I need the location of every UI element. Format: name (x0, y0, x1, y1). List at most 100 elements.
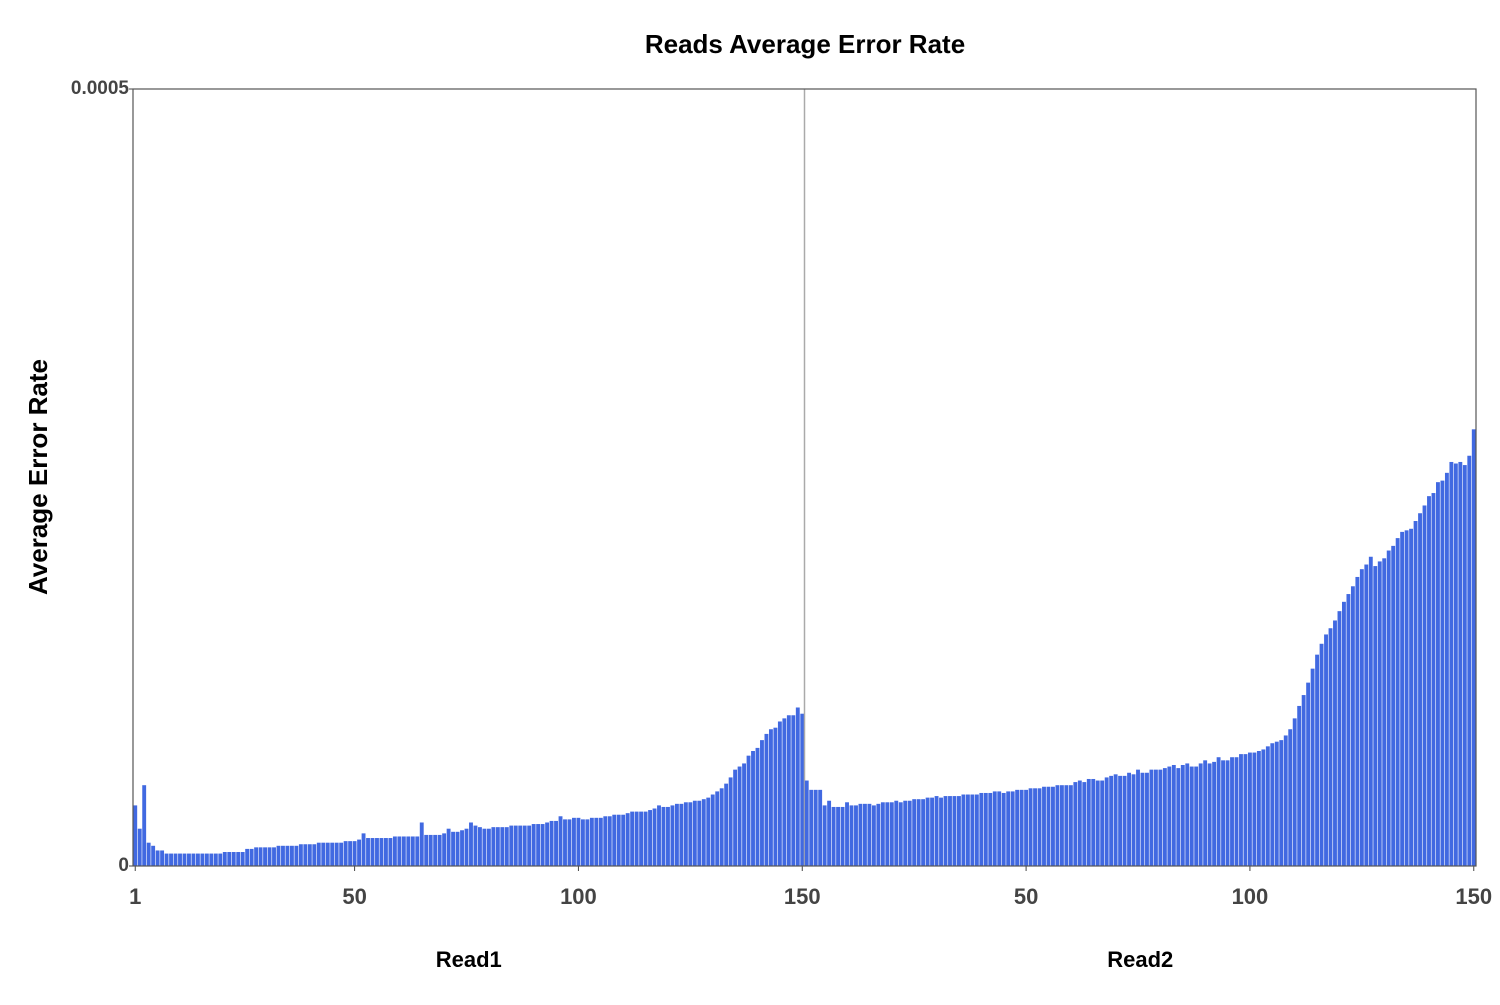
bar (1001, 792, 1006, 866)
bar (1368, 556, 1373, 866)
x-tick-label: 150 (1455, 884, 1492, 909)
bar (1418, 513, 1422, 866)
bar (939, 797, 943, 866)
bar (227, 852, 232, 866)
bar (182, 853, 187, 866)
bar (137, 828, 142, 866)
bar (513, 825, 518, 866)
bar (1010, 791, 1015, 866)
bar (410, 836, 415, 866)
bar (1145, 772, 1149, 866)
bar (455, 831, 460, 866)
bar (1404, 530, 1409, 866)
bar (768, 729, 773, 866)
bar (231, 852, 236, 866)
bar (522, 825, 527, 866)
bar (1377, 561, 1382, 866)
bar (388, 838, 393, 866)
bar (970, 794, 975, 866)
bar (1427, 496, 1431, 866)
bar (518, 825, 523, 866)
bar (173, 853, 178, 866)
bar (603, 816, 608, 866)
bar (366, 838, 370, 866)
bar (1118, 775, 1123, 866)
bar (567, 819, 572, 866)
bar (845, 802, 849, 866)
bar (1306, 682, 1311, 866)
bar (862, 803, 867, 866)
bar (1283, 735, 1288, 866)
bar (1413, 521, 1418, 866)
bar (1350, 586, 1355, 866)
bar (289, 845, 294, 866)
bar (446, 828, 451, 866)
bar (652, 808, 657, 866)
bar (674, 803, 679, 866)
bar (343, 841, 348, 866)
bar (782, 718, 787, 866)
bar (1337, 611, 1342, 866)
bar (1391, 545, 1396, 866)
bar (576, 817, 581, 866)
bar (370, 838, 375, 866)
bar (1265, 746, 1270, 866)
bar (760, 740, 764, 866)
bar (357, 839, 362, 866)
bar (240, 852, 245, 866)
bar (742, 763, 747, 866)
bar (491, 827, 496, 866)
bar (854, 805, 858, 866)
bar (616, 814, 621, 866)
bar (146, 842, 151, 866)
bar (585, 819, 590, 866)
bar (321, 842, 326, 866)
bar (500, 827, 505, 866)
bar (849, 805, 854, 866)
bar (858, 803, 863, 866)
bar (160, 850, 165, 866)
bar (334, 842, 339, 866)
bar (1310, 668, 1315, 866)
bar (1158, 769, 1163, 866)
bar (1006, 791, 1011, 866)
bar (952, 796, 957, 866)
bar (795, 707, 800, 866)
bar (1122, 775, 1127, 866)
bar (746, 755, 751, 866)
bar (151, 845, 156, 866)
bar (424, 834, 429, 866)
bar (1431, 493, 1436, 866)
bar (786, 715, 791, 866)
bar (563, 819, 567, 866)
bar (1444, 472, 1449, 866)
bar (285, 845, 290, 866)
bar (612, 814, 617, 866)
bar (133, 805, 138, 866)
bar (451, 831, 456, 866)
bar (871, 805, 876, 866)
bar (1091, 778, 1096, 866)
bar (1292, 718, 1297, 866)
bar (1042, 786, 1046, 866)
bar (710, 794, 715, 866)
bar (867, 803, 872, 866)
bar (983, 792, 988, 866)
bar (263, 847, 267, 866)
bar (598, 817, 603, 866)
bar (737, 766, 742, 866)
bar (706, 797, 711, 866)
x-tick-label: 150 (784, 884, 821, 909)
bar (209, 853, 214, 866)
bar (728, 777, 733, 866)
bar (348, 841, 353, 866)
bar (755, 747, 760, 866)
bar (442, 833, 447, 866)
bar (1198, 763, 1203, 866)
bar (1355, 576, 1360, 866)
bar (495, 827, 500, 866)
bar (316, 842, 321, 866)
bar (697, 800, 702, 866)
bar (272, 847, 276, 866)
